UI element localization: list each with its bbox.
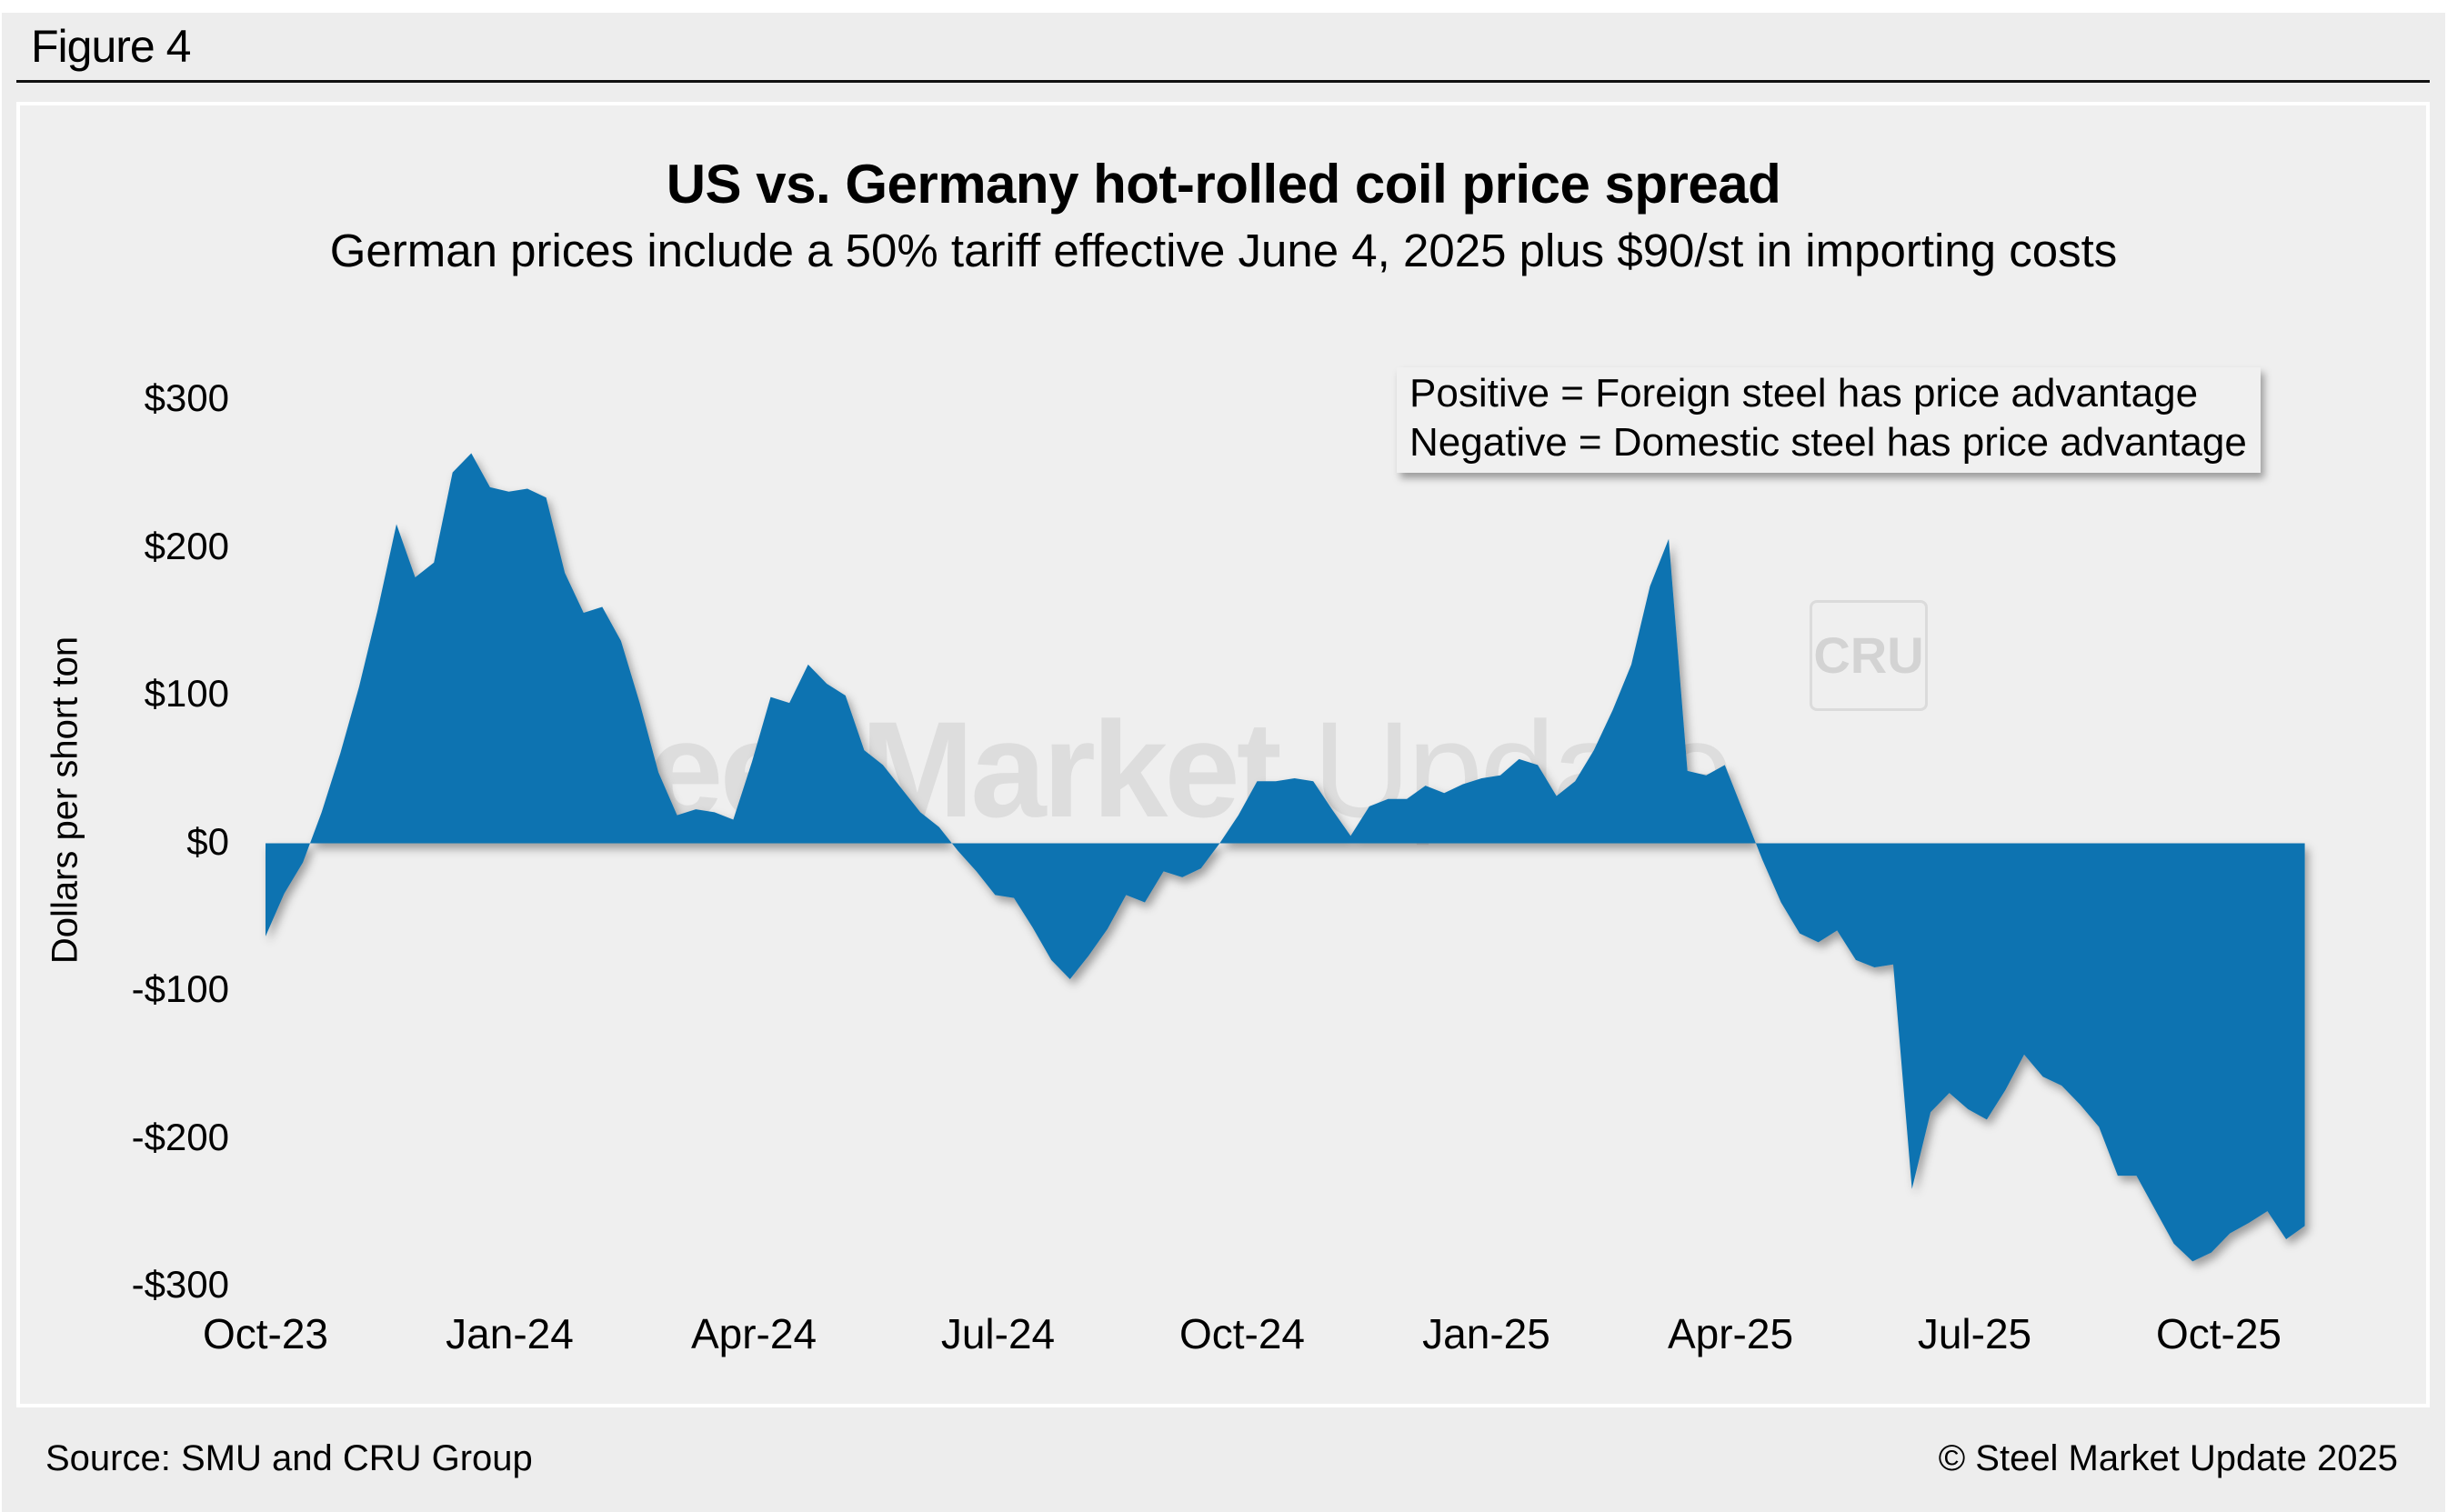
figure-label: Figure 4	[31, 21, 191, 72]
x-tick-label: Jan-24	[446, 1310, 574, 1357]
copyright-note: © Steel Market Update 2025	[1938, 1438, 2398, 1478]
x-tick-label: Oct-25	[2155, 1310, 2282, 1357]
watermark-word-market: Market	[860, 693, 1282, 846]
x-tick-label: Jan-25	[1422, 1310, 1550, 1357]
chart-title: US vs. Germany hot-rolled coil price spr…	[666, 154, 1781, 215]
figure-divider	[16, 80, 2430, 83]
y-tick-label: -$200	[131, 1115, 229, 1158]
x-tick-label: Apr-25	[1667, 1310, 1794, 1357]
x-tick-label: Apr-24	[690, 1310, 817, 1357]
x-tick-label: Oct-23	[202, 1310, 329, 1357]
y-tick-label: $300	[144, 376, 229, 419]
y-tick-label: $100	[144, 672, 229, 715]
source-note: Source: SMU and CRU Group	[45, 1438, 533, 1478]
legend-negative: Negative = Domestic steel has price adva…	[1409, 420, 2247, 465]
legend-box: Positive = Foreign steel has price advan…	[1397, 367, 2261, 473]
cru-watermark-logo: CRU	[1810, 600, 1928, 711]
x-tick-label: Oct-24	[1178, 1310, 1306, 1357]
chart-subtitle: German prices include a 50% tariff effec…	[329, 225, 2118, 276]
y-tick-label: $0	[186, 819, 229, 863]
x-tick-label: Jul-25	[1917, 1310, 2032, 1357]
y-tick-label: -$300	[131, 1263, 229, 1306]
legend-positive: Positive = Foreign steel has price advan…	[1409, 371, 2199, 416]
y-tick-label: -$100	[131, 967, 229, 1010]
x-tick-label: Jul-24	[940, 1310, 1056, 1357]
spread-area	[266, 453, 2305, 1262]
y-tick-label: $200	[144, 524, 229, 567]
